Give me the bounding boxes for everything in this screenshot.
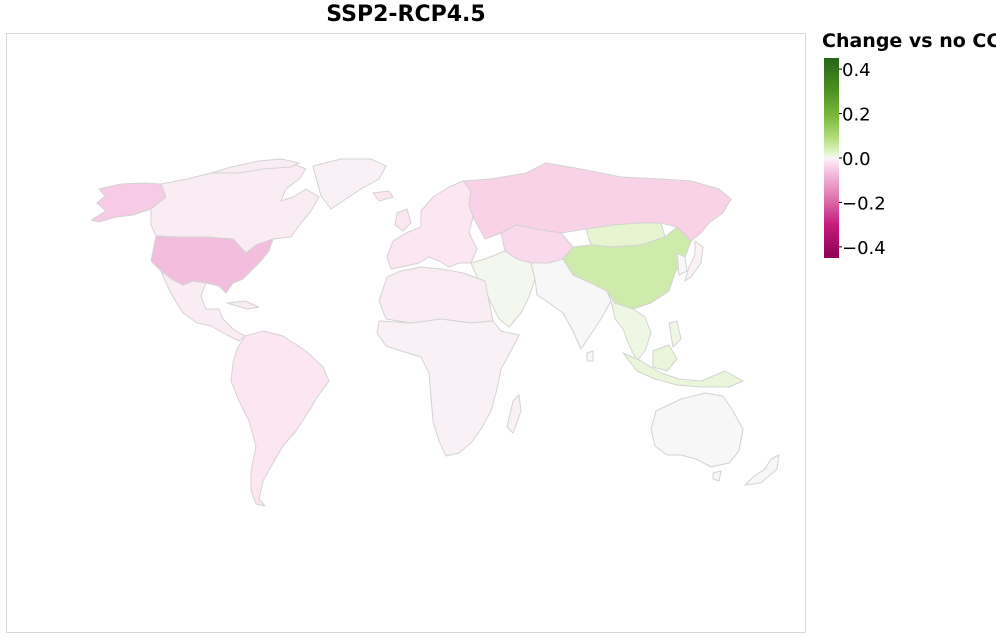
region-china[interactable] (562, 226, 692, 310)
legend-tick-label: 0.0 (842, 149, 871, 170)
world-map (90, 158, 780, 507)
color-legend: Change vs no CC 0.4 0.2 0.0 −0.2 −0.4 (822, 30, 996, 270)
legend-tick-label: −0.2 (842, 193, 886, 214)
region-korea[interactable] (676, 252, 688, 276)
region-japan[interactable] (684, 240, 704, 282)
region-canada-arctic[interactable] (210, 158, 300, 174)
region-south-america[interactable] (230, 330, 330, 507)
region-philippines[interactable] (668, 320, 682, 348)
region-new-zealand[interactable] (744, 454, 780, 486)
region-greenland[interactable] (312, 158, 387, 210)
map-frame (6, 33, 806, 633)
region-iceland[interactable] (372, 190, 394, 202)
legend-tick-label: 0.2 (842, 105, 871, 126)
region-southeast-asia[interactable] (606, 290, 652, 362)
region-north-africa[interactable] (378, 266, 494, 324)
region-australia[interactable] (650, 392, 744, 468)
region-uk-ireland[interactable] (394, 208, 412, 232)
legend-scale: 0.4 0.2 0.0 −0.2 −0.4 (824, 58, 886, 259)
region-europe[interactable] (386, 180, 478, 270)
legend-title: Change vs no CC (822, 30, 996, 52)
region-indonesia[interactable] (622, 352, 744, 388)
legend-tick-label: −0.4 (842, 238, 886, 259)
region-borneo[interactable] (652, 344, 678, 372)
region-mexico-central-america[interactable] (160, 270, 246, 342)
region-alaska[interactable] (90, 182, 167, 223)
legend-tick-label: 0.4 (842, 60, 871, 81)
region-caribbean[interactable] (226, 300, 260, 310)
map-title: SSP2-RCP4.5 (326, 2, 486, 27)
region-sub-saharan-africa[interactable] (376, 318, 520, 457)
legend-color-bar (824, 58, 839, 258)
region-sri-lanka[interactable] (586, 350, 594, 362)
region-madagascar[interactable] (506, 394, 522, 434)
region-tasmania[interactable] (712, 470, 722, 482)
